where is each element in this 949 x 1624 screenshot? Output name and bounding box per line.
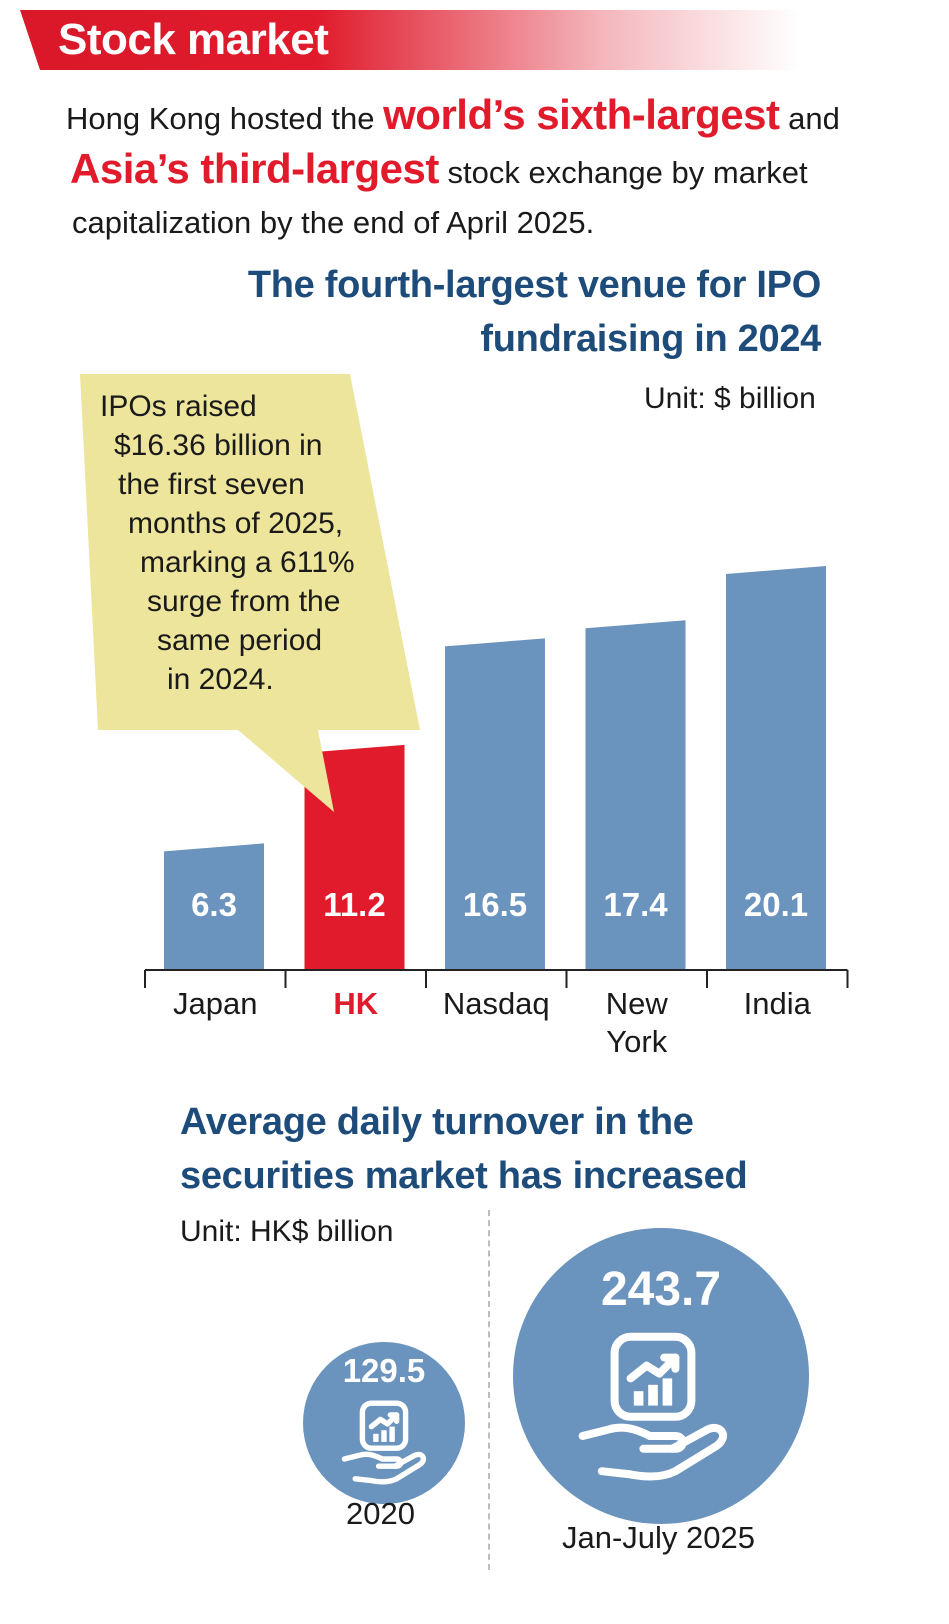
callout-line: same period bbox=[157, 624, 322, 657]
intro-text-1: Hong Kong hosted the bbox=[66, 101, 384, 136]
turnover-bubble-2020: 129.5 bbox=[303, 1342, 465, 1504]
bar-value-label: 11.2 bbox=[323, 886, 385, 923]
turnover-unit: Unit: HK$ billion bbox=[180, 1215, 394, 1248]
turnover-title-line-2: securities market has increased bbox=[180, 1155, 748, 1197]
turnover-period-2020: 2020 bbox=[346, 1496, 415, 1531]
intro-highlight-2: Asia’s third-largest bbox=[70, 145, 439, 192]
ipo-chart-title-line-2: fundraising in 2024 bbox=[480, 318, 821, 360]
turnover-title-line-1: Average daily turnover in the bbox=[180, 1101, 694, 1143]
turnover-bubble-2025: 243.7 bbox=[513, 1228, 809, 1524]
bar-japan bbox=[164, 843, 264, 970]
turnover-title: Average daily turnover in the securities… bbox=[180, 1095, 748, 1203]
intro-text-3: stock exchange by market bbox=[438, 155, 808, 190]
intro-highlight-1: world’s sixth-largest bbox=[383, 91, 780, 138]
callout-line: surge from the bbox=[147, 585, 340, 618]
bar-india bbox=[726, 565, 826, 970]
category-label: Japan bbox=[173, 986, 257, 1021]
intro-text: Hong Kong hosted the world’s sixth-large… bbox=[66, 90, 926, 248]
ipo-bar-chart: IPOs raised $16.36 billion in the first se… bbox=[80, 374, 849, 1059]
bar-value-label: 16.5 bbox=[463, 886, 527, 923]
bar-new-york bbox=[585, 620, 686, 970]
ipo-callout bbox=[80, 374, 420, 812]
ipo-chart-title: The fourth-largest venue for IPO fundrai… bbox=[248, 258, 821, 366]
turnover-period-2025: Jan-July 2025 bbox=[562, 1520, 756, 1555]
bar-nasdaq bbox=[445, 638, 545, 970]
ipo-chart-unit: Unit: $ billion bbox=[644, 382, 816, 415]
callout-line: months of 2025, bbox=[128, 507, 343, 540]
banner-title: Stock market bbox=[58, 15, 329, 64]
callout-line: IPOs raised bbox=[100, 390, 257, 423]
callout-line: marking a 611% bbox=[140, 546, 355, 579]
callout-line: in 2024. bbox=[167, 663, 274, 696]
callout-line: the first seven bbox=[118, 468, 305, 501]
hand-bar-chart-icon bbox=[341, 1400, 427, 1485]
callout-line: $16.36 billion in bbox=[114, 429, 323, 462]
intro-text-2: and bbox=[779, 101, 840, 136]
category-label: New bbox=[606, 986, 669, 1021]
category-label: HK bbox=[333, 986, 378, 1021]
category-label: Nasdaq bbox=[443, 986, 550, 1021]
turnover-value-2025: 243.7 bbox=[600, 1263, 722, 1316]
hand-bar-chart-icon bbox=[578, 1332, 727, 1481]
ipo-chart-title-line-1: The fourth-largest venue for IPO bbox=[247, 264, 821, 306]
category-label: York bbox=[606, 1024, 667, 1059]
intro-text-4: capitalization by the end of April 2025. bbox=[72, 205, 595, 240]
bar-value-label: 20.1 bbox=[744, 886, 808, 923]
bar-value-label: 6.3 bbox=[191, 886, 237, 923]
bar-value-label: 17.4 bbox=[603, 886, 668, 923]
header-banner bbox=[20, 10, 800, 70]
category-label: India bbox=[744, 986, 812, 1021]
turnover-value-2020: 129.5 bbox=[342, 1352, 426, 1389]
dashed-divider bbox=[488, 1210, 490, 1570]
